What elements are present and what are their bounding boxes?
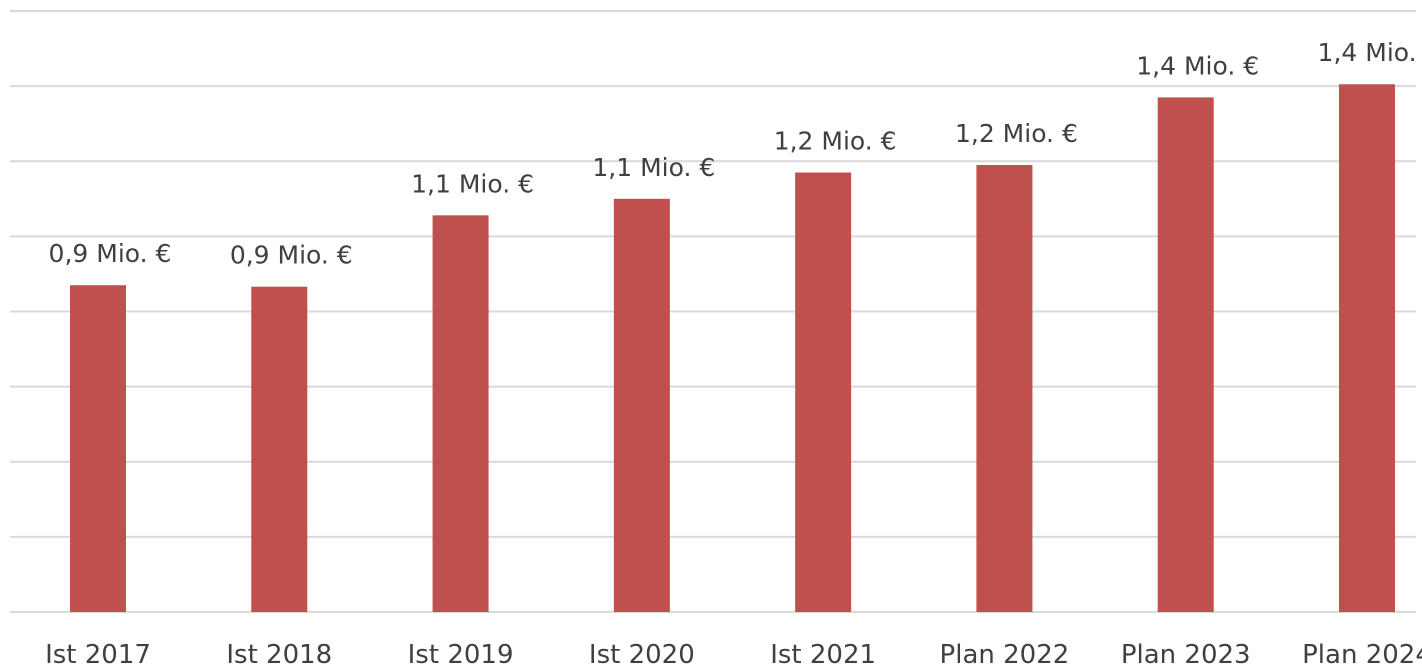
data-label: 1,2 Mio. €: [955, 119, 1078, 148]
data-label: 0,9 Mio. €: [49, 239, 172, 268]
data-labels: 0,9 Mio. € 0,9 Mio. € 1,1 Mio. € 1,1 Mio. €…: [49, 38, 1422, 269]
x-tick-label: Ist 2019: [408, 640, 514, 667]
data-label: 0,9 Mio. €: [230, 241, 353, 270]
bar-ist-2019: [432, 215, 489, 612]
x-axis-tick-labels: Ist 2017 Ist 2018 Ist 2019 Ist 2020 Ist 2021…: [45, 640, 1422, 667]
data-label: 1,2 Mio. €: [774, 127, 897, 156]
bars: [70, 84, 1395, 613]
data-label: 1,4 Mio. €: [1318, 38, 1422, 67]
gridlines: [10, 10, 1416, 613]
data-label: 1,4 Mio. €: [1136, 51, 1259, 80]
x-tick-label: Ist 2018: [226, 640, 332, 667]
bar-plan-2024: [1339, 84, 1395, 612]
x-tick-label: Ist 2017: [45, 640, 151, 667]
bar-plan-2023: [1157, 97, 1214, 613]
x-tick-label: Plan 2022: [940, 640, 1070, 667]
data-label: 1,1 Mio. €: [411, 169, 534, 198]
x-tick-label: Plan 2024: [1302, 640, 1422, 667]
x-tick-label: Ist 2021: [770, 640, 876, 667]
bar-ist-2017: [70, 285, 126, 612]
x-tick-label: Plan 2023: [1121, 640, 1251, 667]
bar-ist-2021: [795, 172, 852, 613]
data-label: 1,1 Mio. €: [592, 153, 715, 182]
bar-ist-2020: [613, 198, 670, 612]
x-tick-label: Ist 2020: [589, 640, 695, 667]
bar-ist-2018: [251, 286, 308, 612]
bar-plan-2022: [976, 165, 1033, 612]
